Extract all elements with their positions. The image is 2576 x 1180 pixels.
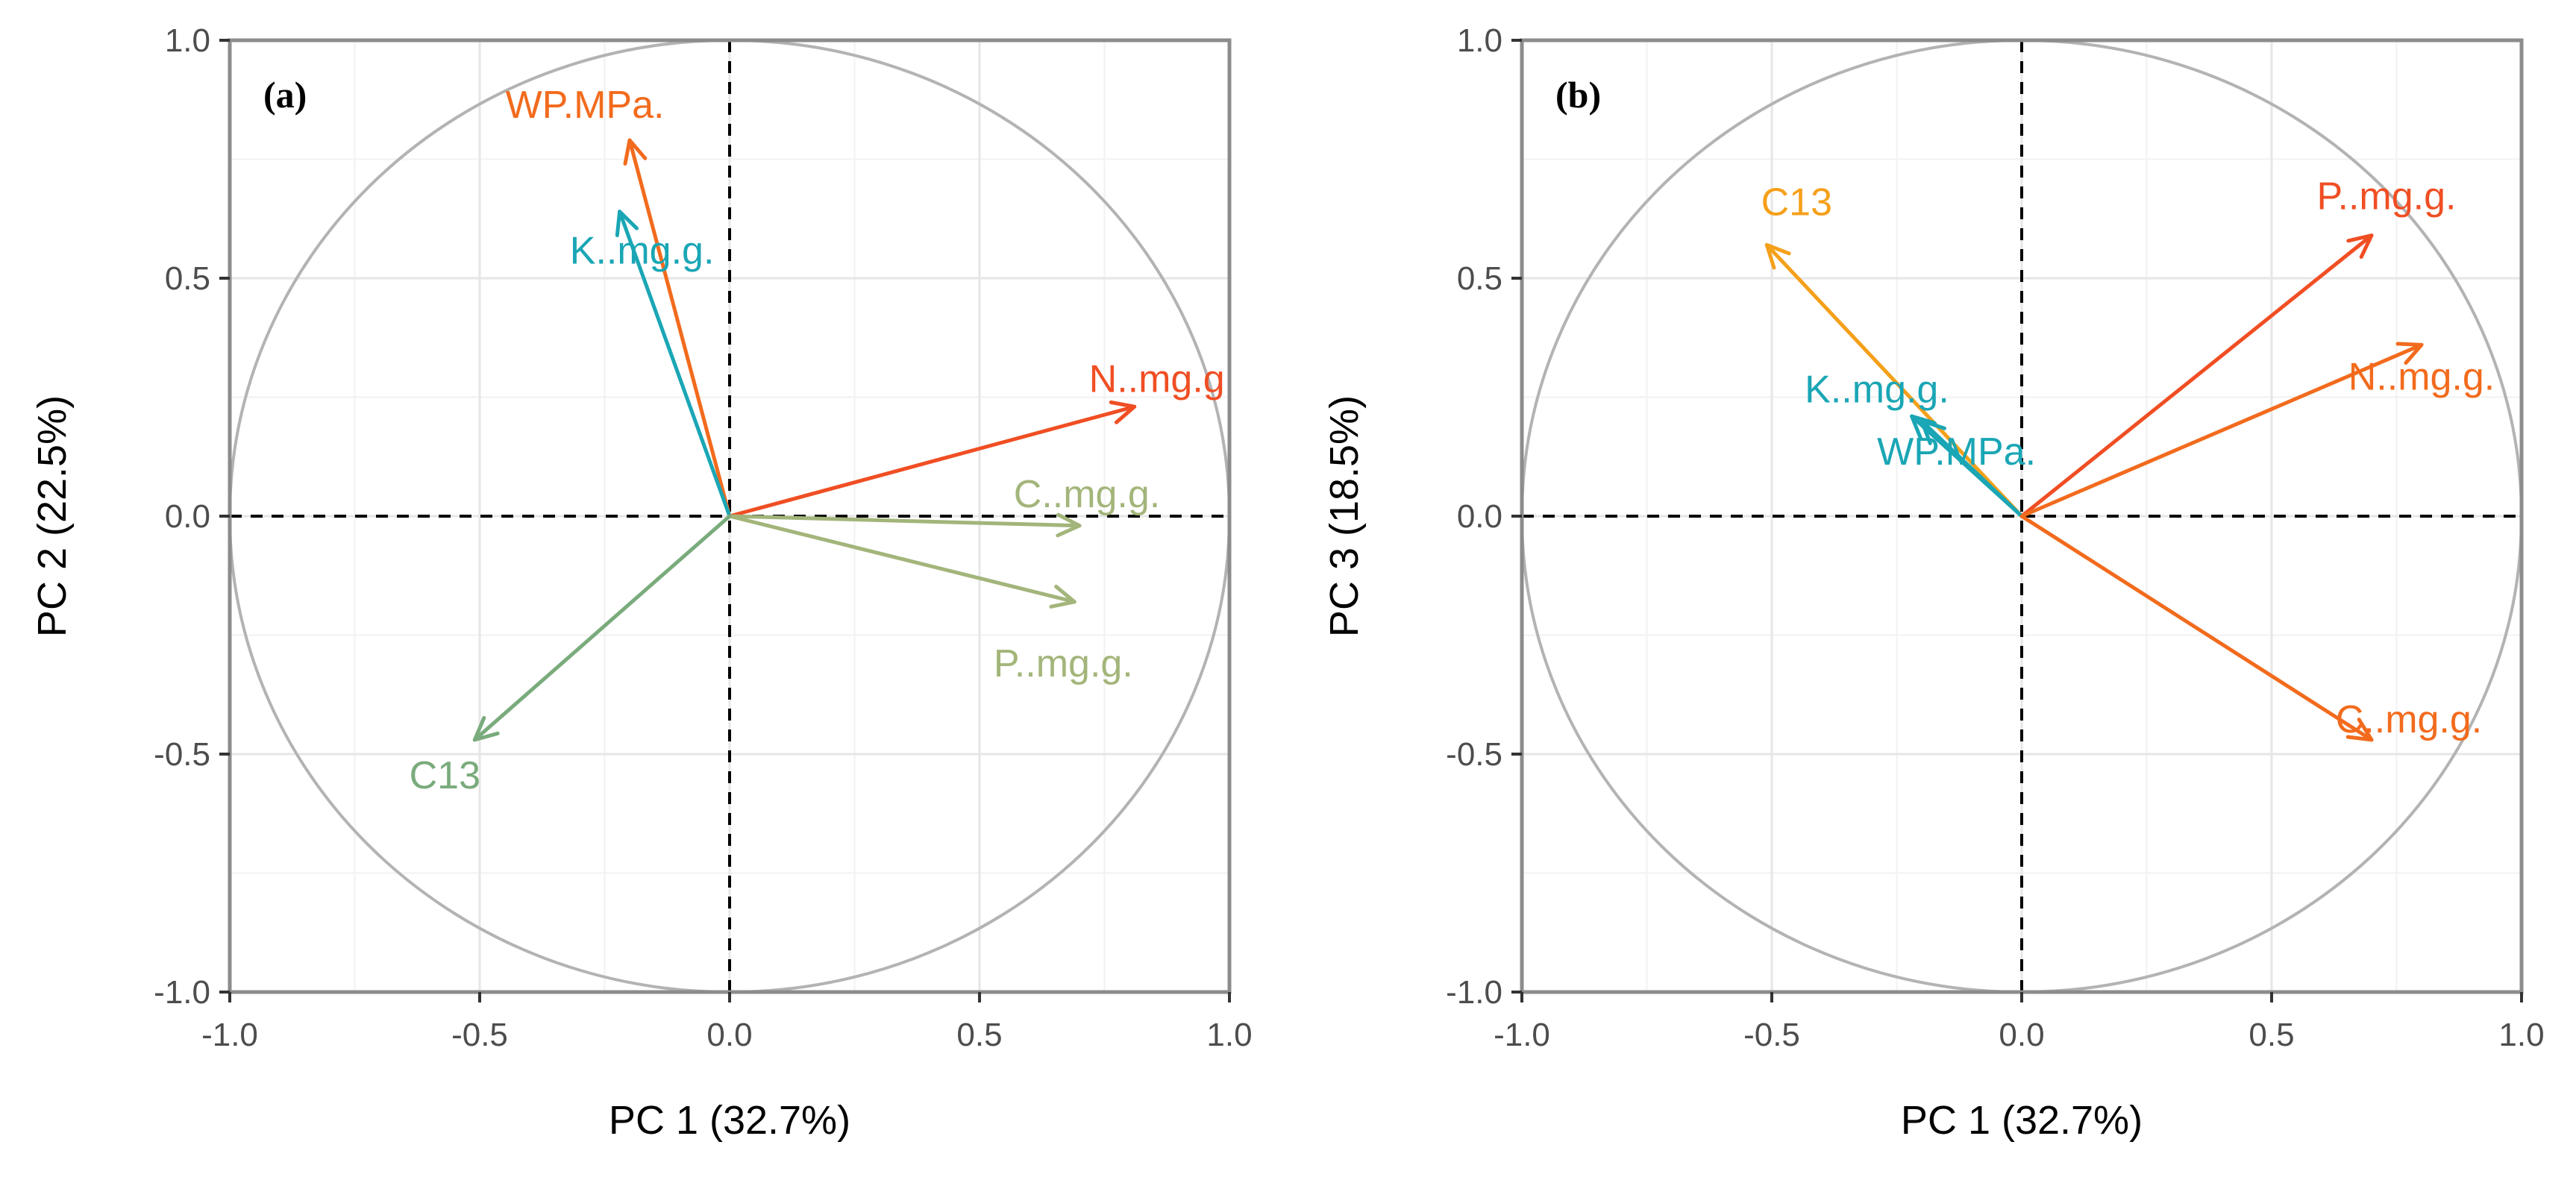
loading-arrow-head: [472, 715, 500, 742]
x-tick-label: 0.0: [706, 1017, 752, 1053]
loading-arrow-shaft: [727, 514, 1077, 604]
x-tick-label: -0.5: [451, 1017, 508, 1053]
x-axis-title: PC 1 (32.7%): [1901, 1098, 2143, 1143]
variable-label: K..mg.g.: [1805, 368, 1949, 411]
loading-arrow-head: [1056, 512, 1082, 538]
loading-arrow-shaft: [618, 210, 732, 518]
x-tick-label: 0.0: [1999, 1017, 2044, 1053]
x-tick-label: 0.5: [2248, 1017, 2294, 1053]
x-tick-label: 0.5: [956, 1017, 1002, 1053]
variable-label: WP.MPa.: [506, 84, 665, 127]
loading-arrow-shaft: [627, 138, 732, 518]
variable-label: N..mg.g: [1089, 357, 1225, 401]
loading-arrow-shaft: [727, 404, 1137, 518]
loading-arrow-head: [2346, 233, 2374, 259]
loading-arrow-shaft: [2019, 233, 2374, 518]
variable-label: C..mg.g.: [2336, 698, 2483, 741]
y-tick-label: -0.5: [1446, 736, 1502, 773]
variable-label: C13: [1761, 181, 1832, 224]
variable-label: P..mg.g.: [2317, 175, 2457, 219]
panel-b: C13 P..mg.g. N..mg.g. K..mg.g. WP.MPa. C..mg.…: [1322, 22, 2545, 1143]
x-axis-title: PC 1 (32.7%): [609, 1098, 850, 1143]
x-tick-label: -0.5: [1743, 1017, 1800, 1053]
loading-arrow-shaft: [2019, 342, 2424, 518]
loading-arrow-head: [615, 210, 639, 238]
variable-label: C..mg.g.: [1014, 473, 1161, 516]
y-tick-label: -0.5: [154, 736, 210, 773]
variable-label: K..mg.g.: [570, 230, 715, 273]
loading-arrow-shaft: [727, 514, 1082, 528]
x-tick-label: -1.0: [201, 1017, 258, 1053]
panel-a: WP.MPa. K..mg.g. N..mg.g C..mg.g. P..mg.g. C1…: [30, 22, 1253, 1143]
y-axis-title: PC 3 (18.5%): [1322, 395, 1367, 637]
loading-arrow-shaft: [1910, 414, 2024, 518]
x-tick-label: 1.0: [2498, 1017, 2544, 1053]
panel-label: (a): [263, 74, 307, 116]
loading-vectors: [1764, 233, 2424, 742]
y-tick-label: 0.5: [165, 260, 210, 297]
y-tick-label: 0.5: [1457, 260, 1502, 297]
loading-arrow-head: [1764, 242, 1791, 270]
loading-arrow-head: [1049, 584, 1077, 609]
loading-arrow-head: [1109, 400, 1137, 424]
variable-label: N..mg.g.: [2348, 355, 2495, 398]
variable-label: C13: [410, 754, 480, 797]
y-tick-label: 1.0: [165, 22, 210, 59]
x-tick-label: 1.0: [1206, 1017, 1252, 1053]
panel-label: (b): [1555, 74, 1601, 116]
y-tick-label: 1.0: [1457, 22, 1502, 59]
y-tick-label: 0.0: [1457, 498, 1502, 535]
loading-arrow-shaft: [472, 514, 732, 742]
y-tick-label: -1.0: [154, 974, 210, 1011]
variable-label: P..mg.g.: [994, 642, 1133, 685]
loading-arrow-shaft: [1764, 242, 2024, 518]
loading-arrow-head: [2345, 718, 2374, 742]
loading-arrow-shaft: [2019, 514, 2374, 742]
y-axis-title: PC 2 (22.5%): [30, 395, 75, 637]
loading-vectors: [472, 138, 1137, 742]
loading-arrow-head: [1910, 414, 1937, 441]
loading-arrow-head: [2395, 342, 2424, 365]
y-tick-label: -1.0: [1446, 974, 1502, 1011]
y-tick-label: 0.0: [165, 498, 210, 535]
x-tick-label: -1.0: [1494, 1017, 1550, 1053]
variable-label: WP.MPa.: [1877, 430, 2036, 474]
loading-arrow-head: [623, 138, 648, 166]
